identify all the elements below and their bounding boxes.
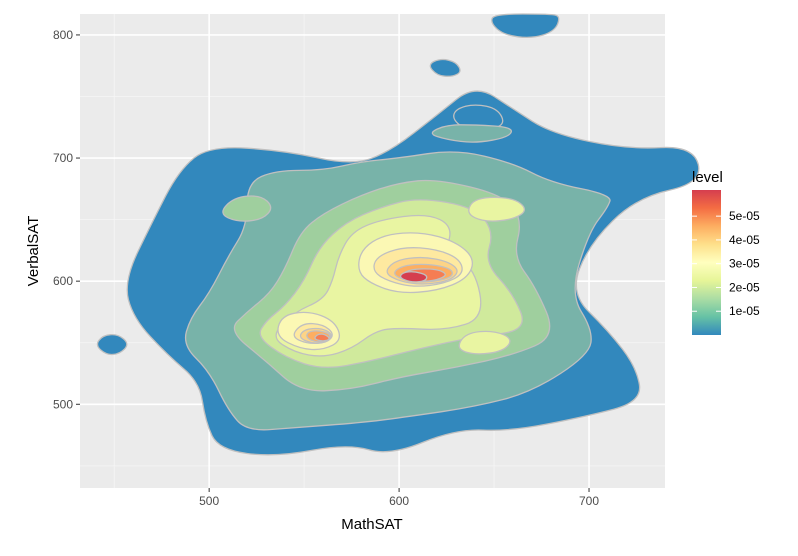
density-contours [96, 13, 700, 456]
legend-tick-label: 1e-05 [729, 304, 760, 318]
x-tick-labels: 500 600 700 [199, 494, 599, 508]
y-tick-label: 600 [53, 274, 73, 288]
legend-tick-label: 5e-05 [729, 209, 760, 223]
axis-ticks [76, 34, 590, 492]
y-axis-title: VerbalSAT [25, 216, 42, 287]
contour-level-10-region-1 [314, 333, 330, 342]
x-tick-label: 500 [199, 494, 219, 508]
y-tick-label: 800 [53, 28, 73, 42]
contour-level-5-region-3 [458, 330, 511, 355]
legend-ticks: 1e-05 2e-05 3e-05 4e-05 5e-05 [692, 209, 760, 318]
y-tick-label: 700 [53, 151, 73, 165]
legend-title: level [692, 169, 723, 186]
contour-level-1-region-3 [491, 13, 560, 39]
x-tick-label: 700 [579, 494, 599, 508]
contour-level-5-region-2 [468, 196, 526, 222]
legend: level 1e-05 2e-05 3e-05 4e-05 5e-05 [692, 169, 760, 335]
legend-tick-label: 2e-05 [729, 280, 760, 294]
y-tick-labels: 500 600 700 800 [53, 28, 73, 411]
contour-level-3-region-2 [222, 195, 272, 222]
contour-level-1-region-2 [96, 333, 128, 356]
y-tick-label: 500 [53, 397, 73, 411]
legend-colorbar [692, 190, 721, 335]
contour-level-11-region-1 [399, 271, 428, 283]
legend-tick-label: 4e-05 [729, 233, 760, 247]
x-axis-title: MathSAT [341, 516, 402, 533]
contour-level-1-region-4 [429, 58, 461, 77]
x-tick-label: 600 [389, 494, 409, 508]
legend-tick-label: 3e-05 [729, 257, 760, 271]
contour-level-2-region-2 [431, 124, 512, 143]
